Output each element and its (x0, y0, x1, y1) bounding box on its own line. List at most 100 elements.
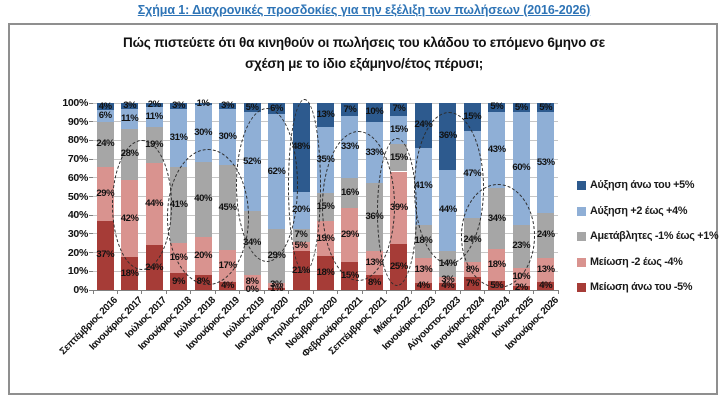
bar-segment (145, 106, 163, 128)
bar-segment (121, 103, 139, 109)
bar-value-label: 4% (441, 280, 455, 292)
bar-segment (463, 277, 481, 290)
bar-segment (414, 258, 432, 283)
bar-segment (512, 103, 530, 113)
bar-value-label: 3% (441, 273, 455, 285)
y-axis-tick (89, 158, 93, 160)
bar-value-label: 1% (196, 97, 210, 109)
bar-value-label: 8% (367, 276, 381, 288)
x-axis-tick (92, 290, 94, 294)
bar-value-label: 24% (414, 119, 433, 131)
bar-segment (194, 103, 212, 105)
bar-segment (365, 275, 383, 290)
bar-segment (537, 282, 555, 290)
bar-value-label: 53% (536, 156, 555, 168)
bar-value-label: 6% (270, 102, 284, 114)
y-axis-tick (89, 214, 93, 216)
bar-value-label: 10% (365, 106, 384, 118)
bar-segment (390, 103, 408, 116)
y-axis-tick (89, 121, 93, 123)
highlight-ellipse (112, 140, 172, 270)
bar-value-label: 7% (392, 103, 406, 115)
bar-segment (96, 121, 114, 167)
bar-value-label: 30% (194, 127, 213, 139)
bar-segment (414, 282, 432, 290)
legend-item: Αμετάβλητες -1% έως +1% (577, 230, 727, 244)
x-axis-tick (141, 290, 143, 294)
bar-segment (537, 112, 555, 213)
bar-value-label: 2% (514, 282, 528, 294)
bar-value-label: 37% (96, 249, 115, 261)
bar-segment (268, 282, 286, 289)
bar-segment (341, 103, 359, 117)
bar-value-label: 2% (147, 98, 161, 110)
y-axis-tick (89, 177, 93, 179)
y-axis-label: 90% (67, 115, 88, 128)
bar-segment (96, 103, 114, 111)
x-axis-tick (508, 290, 510, 294)
bar-value-label: 43% (487, 144, 506, 156)
bar-segment (170, 103, 188, 109)
x-axis-tick (263, 290, 265, 294)
bar-segment (317, 103, 334, 128)
bar-segment (170, 108, 188, 167)
bar-value-label: 6% (98, 110, 112, 122)
bar-segment (537, 103, 555, 113)
bar-segment (243, 274, 261, 290)
y-axis-tick (89, 196, 93, 197)
bar-value-label: 3% (221, 99, 235, 111)
bar-segment (537, 257, 555, 283)
bar-segment (96, 110, 114, 122)
legend-label: Αύξηση +2 έως +4% (590, 204, 688, 217)
highlight-ellipse (461, 184, 535, 288)
bar-segment (317, 256, 334, 290)
bar-value-label: 31% (169, 131, 188, 143)
bar-value-label: 3% (123, 99, 137, 111)
bar-value-label: 18% (120, 267, 139, 279)
y-axis-tick (89, 252, 93, 254)
bar-value-label: 5% (245, 101, 259, 113)
y-axis-label: 50% (67, 190, 88, 203)
x-axis-tick (410, 290, 412, 294)
bar-value-label: 0% (245, 284, 259, 295)
x-axis-tick (239, 290, 241, 294)
x-axis-tick (288, 290, 290, 294)
bar-value-label: 7% (343, 103, 357, 115)
bar-segment (268, 288, 286, 290)
x-axis-tick (312, 290, 314, 294)
bar-value-label: 35% (316, 154, 335, 166)
bar-segment (390, 115, 408, 144)
bar-value-label: 7% (465, 277, 479, 289)
highlight-ellipse (377, 138, 417, 286)
y-axis-label: 60% (67, 171, 88, 184)
x-axis-line (93, 289, 558, 291)
bar-value-label: 1% (270, 283, 284, 295)
legend-label: Μείωση -2 έως -4% (590, 255, 683, 268)
bar-segment (439, 282, 457, 290)
bar-value-label: 4% (221, 280, 235, 292)
legend-swatch (577, 232, 586, 241)
legend-swatch (577, 283, 586, 292)
y-axis-tick (89, 139, 93, 141)
bar-value-label: 4% (416, 280, 430, 292)
bar-value-label: 4% (98, 100, 112, 112)
bar-value-label: 8% (245, 276, 259, 288)
bar-value-label: 10% (512, 270, 531, 282)
y-axis-label: 0% (73, 284, 88, 296)
y-axis-label: 80% (67, 134, 88, 147)
y-axis-tick (89, 289, 93, 291)
bar-value-label: 11% (121, 112, 139, 124)
legend-label: Αύξηση άνω του +5% (590, 179, 695, 191)
bar-value-label: 24% (536, 229, 555, 241)
y-axis-label: 10% (67, 265, 88, 278)
x-axis-tick (533, 290, 535, 294)
legend-item: Μείωση -2 έως -4% (577, 256, 727, 270)
x-axis-tick (116, 290, 118, 294)
bar-value-label: 5% (539, 101, 553, 113)
y-axis-label: 70% (67, 153, 88, 166)
question-line-1: Πώς πιστεύετε ότι θα κινηθούν οι πωλήσει… (123, 35, 605, 50)
y-axis-tick (89, 270, 93, 272)
bar-segment (365, 103, 383, 122)
chart-question-title: Πώς πιστεύετε ότι θα κινηθούν οι πωλήσει… (60, 33, 668, 75)
legend-item: Μείωση άνω του -5% (577, 281, 727, 295)
